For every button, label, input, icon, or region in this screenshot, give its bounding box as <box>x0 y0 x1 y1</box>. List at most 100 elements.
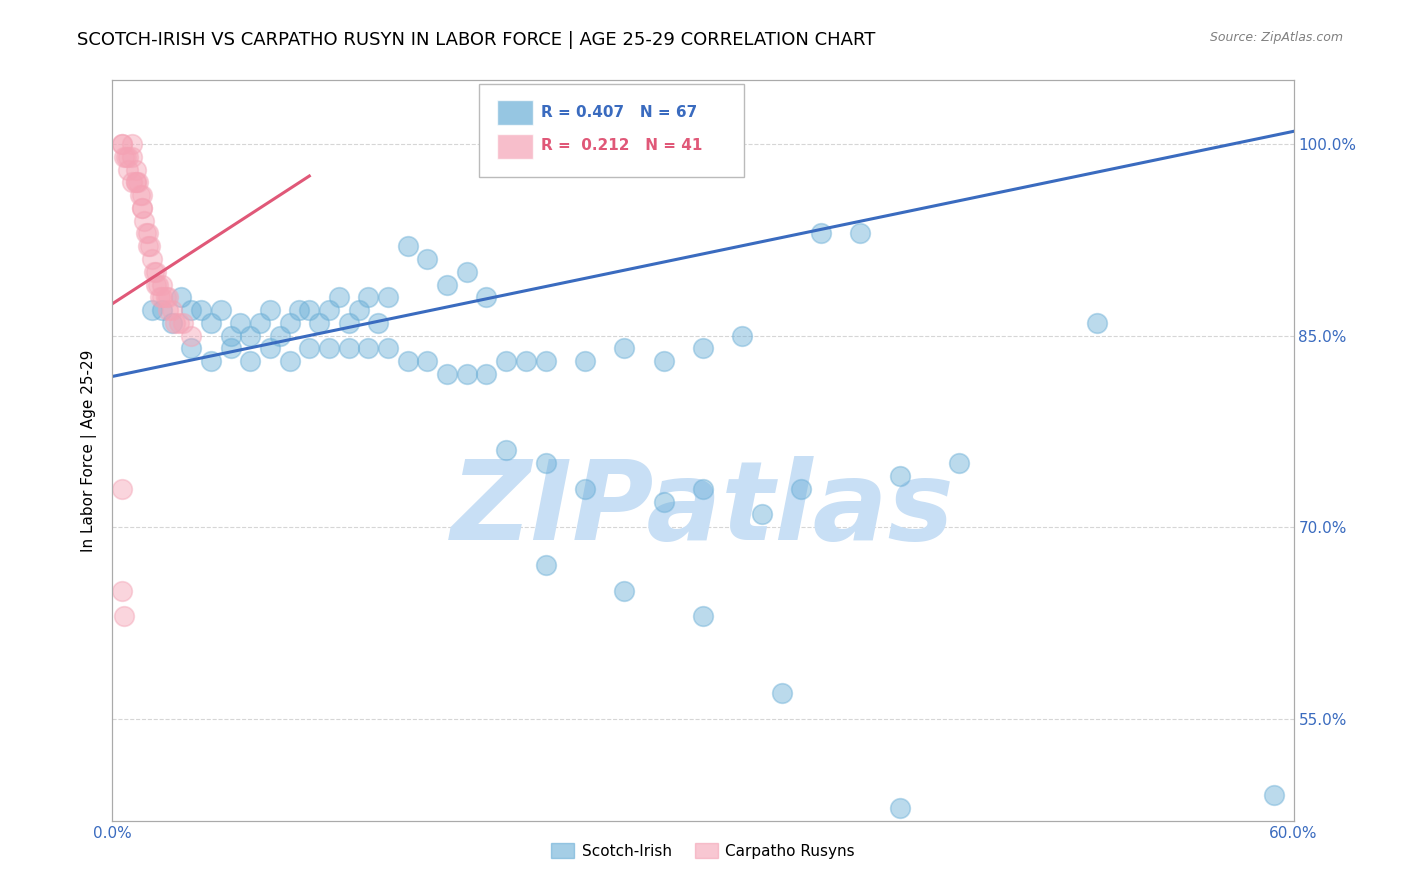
Point <box>127 175 149 189</box>
Point <box>117 162 139 177</box>
Point <box>112 609 135 624</box>
Point <box>849 227 872 241</box>
Point <box>111 583 134 598</box>
Point <box>139 239 162 253</box>
Point <box>416 354 439 368</box>
Point <box>146 277 169 292</box>
Point <box>117 150 139 164</box>
Point <box>165 316 187 330</box>
Point <box>278 354 301 368</box>
Point <box>318 342 340 356</box>
Point <box>318 303 340 318</box>
FancyBboxPatch shape <box>498 134 533 159</box>
Point <box>115 150 138 164</box>
Point <box>278 316 301 330</box>
Point <box>652 494 675 508</box>
FancyBboxPatch shape <box>498 100 533 126</box>
Point <box>495 443 517 458</box>
Point <box>131 188 153 202</box>
Point <box>367 316 389 330</box>
Point <box>259 303 281 318</box>
Point <box>534 354 557 368</box>
Point <box>135 227 157 241</box>
Point <box>219 328 242 343</box>
Point <box>150 277 173 292</box>
Point <box>613 583 636 598</box>
Point <box>229 316 252 330</box>
Point <box>200 316 222 330</box>
Point <box>948 456 970 470</box>
Point <box>141 252 163 266</box>
Point <box>347 303 370 318</box>
Point <box>288 303 311 318</box>
Point <box>239 328 262 343</box>
Point <box>652 354 675 368</box>
Point <box>337 342 360 356</box>
Legend: Scotch-Irish, Carpatho Rusyns: Scotch-Irish, Carpatho Rusyns <box>546 837 860 865</box>
Point <box>131 201 153 215</box>
Point <box>160 303 183 318</box>
Point <box>396 239 419 253</box>
Point <box>790 482 813 496</box>
Point <box>172 316 194 330</box>
Point <box>160 316 183 330</box>
Point <box>209 303 232 318</box>
Text: Source: ZipAtlas.com: Source: ZipAtlas.com <box>1209 31 1343 45</box>
Point <box>613 342 636 356</box>
Point <box>328 290 350 304</box>
Point <box>121 175 143 189</box>
Point <box>574 354 596 368</box>
Point <box>357 290 380 304</box>
Point <box>436 367 458 381</box>
Point <box>125 175 148 189</box>
Point <box>145 265 167 279</box>
Point <box>156 290 179 304</box>
Point <box>136 227 159 241</box>
Point <box>731 328 754 343</box>
Point <box>121 150 143 164</box>
Point <box>145 277 167 292</box>
Point <box>141 303 163 318</box>
Point <box>377 342 399 356</box>
Point <box>692 482 714 496</box>
Point <box>495 354 517 368</box>
Text: SCOTCH-IRISH VS CARPATHO RUSYN IN LABOR FORCE | AGE 25-29 CORRELATION CHART: SCOTCH-IRISH VS CARPATHO RUSYN IN LABOR … <box>77 31 876 49</box>
Point <box>132 213 155 227</box>
Point <box>456 367 478 381</box>
Point <box>239 354 262 368</box>
Point <box>269 328 291 343</box>
Y-axis label: In Labor Force | Age 25-29: In Labor Force | Age 25-29 <box>80 350 97 551</box>
Point <box>112 150 135 164</box>
Point <box>259 342 281 356</box>
Point <box>889 469 911 483</box>
Point <box>125 162 148 177</box>
Point <box>111 482 134 496</box>
Point <box>692 609 714 624</box>
Point <box>298 303 321 318</box>
Point <box>169 316 191 330</box>
Point <box>150 303 173 318</box>
Point <box>149 290 172 304</box>
Point <box>436 277 458 292</box>
Point <box>475 367 498 381</box>
Point <box>129 188 152 202</box>
Point <box>377 290 399 304</box>
Point <box>156 303 179 318</box>
Point <box>416 252 439 266</box>
Point <box>751 508 773 522</box>
Point <box>111 137 134 152</box>
Text: R =  0.212   N = 41: R = 0.212 N = 41 <box>541 138 703 153</box>
FancyBboxPatch shape <box>478 84 744 177</box>
Point <box>150 290 173 304</box>
Point <box>534 456 557 470</box>
Point <box>810 227 832 241</box>
Point <box>475 290 498 304</box>
Point <box>142 265 165 279</box>
Point <box>219 342 242 356</box>
Point <box>574 482 596 496</box>
Text: R = 0.407   N = 67: R = 0.407 N = 67 <box>541 104 697 120</box>
Point <box>534 558 557 573</box>
Point <box>770 686 793 700</box>
Point <box>308 316 330 330</box>
Point <box>190 303 212 318</box>
